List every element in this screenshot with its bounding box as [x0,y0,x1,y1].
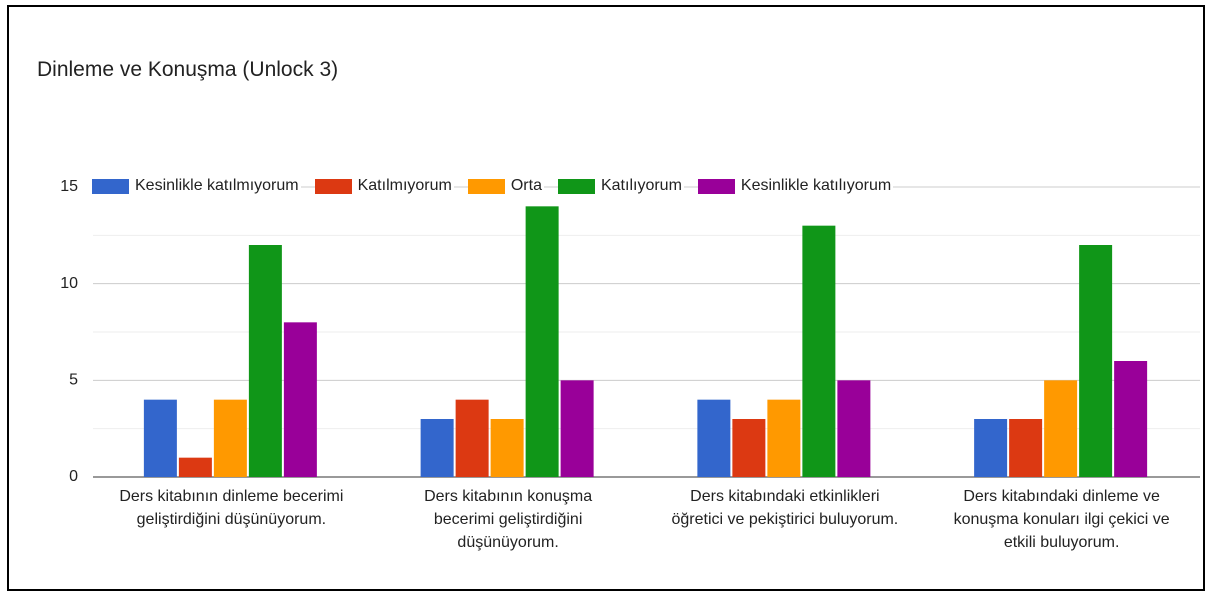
bar [732,419,766,477]
bar [1044,380,1078,477]
legend-item: Kesinlikle katılıyorum [697,177,894,195]
legend-label: Kesinlikle katılıyorum [740,177,892,194]
y-tick-label: 0 [69,468,78,485]
x-tick-label: Ders kitabının dinleme becerimi geliştir… [119,488,344,528]
bar [697,399,731,477]
legend-item: Orta [467,177,544,195]
legend-swatch [314,178,352,194]
legend: Kesinlikle katılmıyorum Katılmıyorum Orta K… [92,177,894,195]
bar [213,399,247,477]
bar [802,225,836,477]
legend-label: Kesinlikle katılmıyorum [135,177,299,194]
x-tick-label: Ders kitabındaki dinleme ve konuşma konu… [953,488,1170,551]
legend-swatch [557,178,595,194]
frame-border [7,5,1205,591]
legend-label: Katılıyorum [600,177,682,194]
chart-title: Dinleme ve Konuşma (Unlock 3) [37,58,339,81]
bar [178,457,212,477]
legend-swatch [697,178,735,194]
bar [248,245,282,477]
x-tick-label: Ders kitabının konuşma becerimi geliştir… [424,488,593,551]
bar [974,419,1008,477]
bar [1079,245,1113,477]
bar [525,206,559,478]
y-tick-label: 15 [60,178,78,195]
legend-item: Katılmıyorum [314,177,454,195]
bar [1114,361,1148,477]
bar [767,399,801,477]
x-tick-label: Ders kitabındaki etkinlikleri öğretici v… [671,488,899,528]
bar [143,399,177,477]
legend-item: Katılıyorum [557,177,684,195]
legend-swatch [92,178,129,194]
bar [283,322,317,477]
y-tick-label: 5 [69,372,78,389]
bar [455,399,489,477]
bar [420,419,454,477]
bar [490,419,524,477]
legend-label: Katılmıyorum [357,177,452,194]
bar [560,380,594,477]
legend-label: Orta [510,177,542,194]
y-tick-label: 10 [60,275,78,292]
legend-swatch [467,178,505,194]
bar [1009,419,1043,477]
legend-item: Kesinlikle katılmıyorum [92,177,301,195]
bar [837,380,871,477]
